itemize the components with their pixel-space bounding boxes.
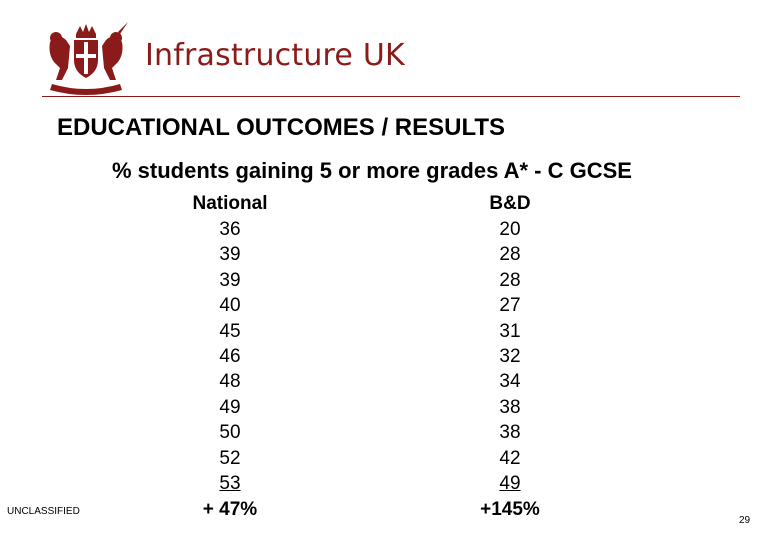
table-cell: 36 — [219, 219, 241, 240]
table-cell: 45 — [219, 320, 241, 342]
table-cell: 34 — [499, 371, 521, 393]
table-cell: 39 — [219, 244, 241, 266]
column-header: National — [192, 193, 268, 214]
table-cell: 40 — [219, 295, 241, 317]
brand-name: Infrastructure UK — [145, 38, 405, 73]
table-cell: 27 — [499, 295, 521, 317]
page-title: EDUCATIONAL OUTCOMES / RESULTS — [57, 114, 506, 141]
page-subtitle: % students gaining 5 or more grades A* -… — [112, 158, 632, 183]
table-cell: 38 — [499, 422, 521, 444]
table-cell: 38 — [499, 396, 521, 418]
page-number: 29 — [739, 515, 751, 526]
table-cell: 32 — [499, 345, 521, 367]
table-cell: 49 — [219, 396, 241, 418]
royal-coat-of-arms-icon — [49, 22, 128, 95]
table-cell: 53 — [219, 472, 241, 494]
table-cell: 48 — [219, 371, 241, 393]
national-column: National 36 39 39 40 45 46 48 49 50 52 5… — [175, 191, 285, 524]
table-cell: 20 — [499, 219, 521, 240]
table-cell: 39 — [219, 269, 241, 291]
table-cell: 52 — [219, 447, 241, 469]
table-cell: 46 — [219, 345, 241, 367]
table-cell: 42 — [499, 447, 521, 469]
table-cell: 28 — [499, 269, 521, 291]
classification-label: UNCLASSIFIED — [7, 506, 80, 517]
change-total: + 47% — [202, 499, 258, 521]
table-cell: 49 — [499, 472, 521, 494]
table-cell: 50 — [219, 422, 241, 444]
column-header: B&D — [489, 193, 531, 214]
table-cell: 28 — [499, 244, 521, 266]
bd-column: B&D 20 28 28 27 31 32 34 38 38 42 49 +14… — [455, 191, 565, 524]
header-divider — [42, 96, 740, 97]
table-cell: 31 — [499, 320, 521, 342]
change-total: +145% — [480, 499, 540, 521]
